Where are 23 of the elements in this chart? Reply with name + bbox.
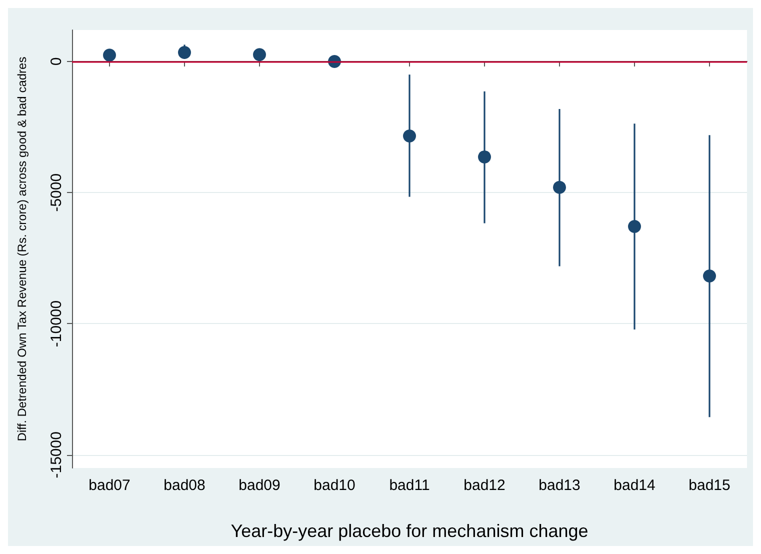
x-tick-label: bad13 xyxy=(538,477,580,494)
x-tick-label: bad10 xyxy=(314,477,356,494)
y-tick-label: 0 xyxy=(48,57,65,66)
y-tick-label: -15000 xyxy=(48,432,65,478)
point xyxy=(253,48,266,62)
y-axis-title: Diff. Detrended Own Tax Revenue (Rs. crore) across good & bad cadres xyxy=(15,56,29,442)
x-axis-title: Year-by-year placebo for mechanism change xyxy=(230,521,588,541)
x-tick-label: bad08 xyxy=(164,477,206,494)
point xyxy=(103,48,116,62)
x-tick-label: bad15 xyxy=(688,477,730,494)
point xyxy=(703,270,716,283)
point xyxy=(178,46,191,60)
y-tick-label: -5000 xyxy=(48,173,65,212)
point xyxy=(553,180,566,194)
y-tick-label: -10000 xyxy=(48,300,65,348)
x-tick-label: bad12 xyxy=(464,477,506,494)
x-tick-label: bad11 xyxy=(389,477,430,494)
x-tick-label: bad09 xyxy=(238,477,280,494)
point xyxy=(628,220,641,233)
point xyxy=(403,129,416,142)
x-tick-label: bad07 xyxy=(88,477,130,494)
point xyxy=(478,150,491,164)
x-tick-label: bad14 xyxy=(614,477,656,494)
